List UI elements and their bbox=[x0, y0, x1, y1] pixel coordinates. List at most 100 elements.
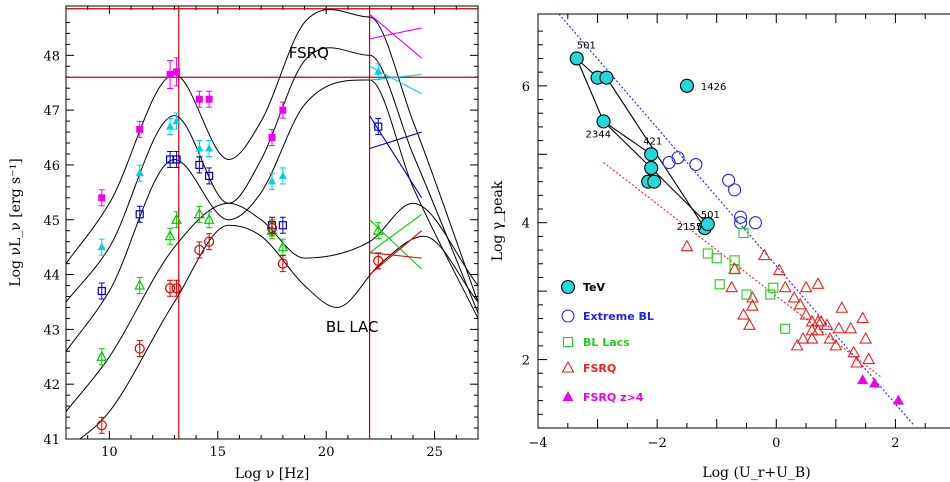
data-point bbox=[195, 160, 204, 170]
data-point bbox=[856, 311, 870, 324]
data-point bbox=[892, 394, 904, 405]
data-point bbox=[823, 331, 837, 344]
data-point bbox=[278, 171, 287, 179]
x-tick-label: 10 bbox=[101, 445, 118, 460]
data-point bbox=[97, 242, 106, 251]
data-point bbox=[737, 307, 750, 320]
data-point bbox=[765, 289, 776, 300]
y-tick-label: 4 bbox=[522, 217, 530, 232]
data-point bbox=[746, 299, 759, 311]
data-point bbox=[134, 343, 145, 354]
y-tick-label: 46 bbox=[43, 159, 60, 174]
data-point bbox=[743, 318, 756, 330]
data-point bbox=[166, 122, 175, 130]
tev-point-label: 2155 bbox=[677, 222, 702, 233]
data-point bbox=[203, 213, 215, 224]
data-point bbox=[799, 307, 813, 320]
data-point bbox=[171, 283, 182, 294]
legend-label: TeV bbox=[583, 281, 606, 294]
data-point bbox=[373, 255, 384, 266]
data-point bbox=[671, 151, 685, 165]
annotation-fsrq: FSRQ bbox=[289, 44, 329, 62]
data-point bbox=[847, 345, 861, 358]
legend-label: Extreme BL bbox=[583, 310, 654, 323]
data-point bbox=[644, 147, 659, 162]
data-point bbox=[372, 224, 384, 235]
data-point bbox=[850, 355, 864, 368]
data-point bbox=[205, 171, 214, 181]
x-tick-label: 15 bbox=[210, 445, 227, 460]
x-tick-label: 25 bbox=[426, 445, 443, 460]
data-point bbox=[644, 160, 659, 176]
data-point bbox=[814, 314, 828, 327]
data-point bbox=[193, 207, 205, 219]
tev-connector bbox=[603, 121, 652, 169]
annotation-bllac: BL LAC bbox=[326, 318, 379, 336]
data-point bbox=[194, 244, 205, 256]
tev-point-label: 501 bbox=[701, 210, 720, 221]
model-curve bbox=[66, 202, 478, 412]
data-point bbox=[778, 280, 792, 293]
x-tick-label: 2 bbox=[891, 436, 899, 451]
data-point bbox=[714, 279, 725, 290]
data-point bbox=[374, 122, 383, 131]
data-point bbox=[277, 240, 289, 252]
data-point bbox=[689, 157, 703, 172]
data-point bbox=[662, 155, 676, 170]
data-point bbox=[266, 222, 278, 234]
data-point bbox=[136, 125, 144, 133]
data-point bbox=[680, 239, 694, 252]
y-tick-label: 6 bbox=[522, 80, 530, 95]
data-point bbox=[647, 174, 662, 189]
data-point bbox=[869, 377, 881, 388]
data-point bbox=[746, 290, 759, 303]
data-point bbox=[722, 173, 736, 187]
data-point bbox=[173, 68, 181, 76]
data-point bbox=[561, 309, 575, 323]
data-point bbox=[172, 155, 181, 164]
data-point bbox=[96, 350, 108, 361]
data-point bbox=[278, 221, 287, 230]
data-point bbox=[844, 321, 858, 334]
data-point bbox=[97, 286, 106, 296]
data-point bbox=[811, 323, 825, 336]
x-tick-label: −2 bbox=[648, 436, 667, 451]
data-point bbox=[561, 360, 575, 373]
y-tick-label: 44 bbox=[43, 269, 60, 284]
data-point bbox=[98, 194, 106, 202]
data-point bbox=[172, 116, 181, 125]
model-curves bbox=[66, 8, 478, 439]
y-axis-title: Log νL_ν [erg s⁻¹] bbox=[8, 158, 24, 286]
model-curve bbox=[78, 224, 478, 439]
tev-point-label: 501 bbox=[577, 40, 596, 51]
data-point bbox=[835, 301, 849, 313]
data-point bbox=[135, 168, 144, 177]
y-tick-label: 48 bbox=[43, 49, 60, 64]
x-tick-label: −4 bbox=[528, 436, 547, 451]
data-point bbox=[205, 144, 214, 152]
data-point bbox=[796, 331, 810, 344]
data-point bbox=[268, 176, 276, 185]
data-point bbox=[790, 338, 804, 351]
data-point bbox=[268, 134, 276, 142]
data-point bbox=[96, 420, 107, 431]
data-point bbox=[757, 248, 771, 261]
data-point bbox=[560, 279, 576, 295]
data-point bbox=[164, 283, 176, 294]
tev-connector bbox=[650, 167, 709, 225]
data-point bbox=[820, 318, 834, 330]
gamma-bowtie bbox=[369, 13, 422, 59]
model-curve bbox=[66, 47, 478, 314]
data-point bbox=[164, 229, 176, 241]
data-point bbox=[166, 71, 174, 79]
data-point bbox=[862, 352, 876, 365]
data-point bbox=[725, 280, 739, 293]
data-point bbox=[279, 106, 287, 114]
data-point bbox=[134, 279, 146, 290]
data-point bbox=[805, 331, 819, 344]
data-point bbox=[832, 321, 846, 334]
tev-point-label: 1426 bbox=[701, 82, 726, 93]
data-point bbox=[748, 216, 762, 230]
data-point bbox=[562, 391, 574, 401]
